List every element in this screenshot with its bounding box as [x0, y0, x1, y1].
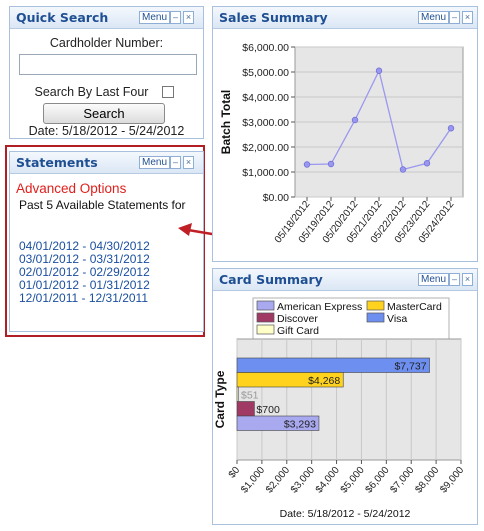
x-tick-label: $0: [227, 465, 243, 481]
card-summary-title: Card Summary: [219, 272, 323, 287]
statements-minimize-icon[interactable]: –: [170, 156, 181, 169]
legend-label: Visa: [387, 313, 407, 325]
quick-search-header: Quick Search Menu – ×: [10, 7, 203, 29]
bar: [236, 372, 344, 388]
statement-link[interactable]: 04/01/2012 - 04/30/2012: [19, 239, 150, 253]
y-tick-label: $4,000.00: [242, 92, 289, 104]
statements-menu-button[interactable]: Menu: [139, 156, 171, 169]
y-axis-label: Card Type: [213, 370, 227, 428]
quick-search-menu-button[interactable]: Menu: [139, 11, 171, 24]
legend-label: American Express: [277, 301, 362, 313]
sales-summary-title: Sales Summary: [219, 10, 328, 25]
search-by-last-four-checkbox[interactable]: [162, 86, 174, 98]
sales-summary-minimize-icon[interactable]: –: [449, 11, 460, 24]
y-tick-label: $6,000.00: [242, 42, 289, 54]
legend-swatch: [256, 324, 275, 335]
sales-summary-panel: Sales Summary Menu – × $0.00 $1,000.00 $2,…: [212, 6, 478, 262]
advanced-options-link[interactable]: Advanced Options: [16, 181, 127, 196]
statements-title: Statements: [16, 155, 98, 170]
quick-search-panel: Quick Search Menu – × Cardholder Number:…: [9, 6, 204, 139]
search-button[interactable]: Search: [43, 103, 165, 124]
card-summary-chart: American Express MasterCard Discover Visa Gi…: [213, 297, 467, 520]
plot-area: [236, 338, 462, 461]
data-point: [327, 160, 335, 168]
data-point: [303, 161, 311, 168]
data-point: [423, 160, 431, 167]
y-tick-label: $2,000.00: [242, 142, 289, 154]
y-tick-label: $0.00: [263, 192, 289, 204]
sales-summary-menu-button[interactable]: Menu: [418, 11, 450, 24]
card-summary-footer: Date: 5/18/2012 - 5/24/2012: [280, 508, 411, 520]
legend-label: Gift Card: [277, 325, 319, 337]
data-label: $51: [241, 389, 259, 401]
quick-search-date-range: Date: 5/18/2012 - 5/24/2012: [28, 124, 185, 138]
x-tick-label: $7,000: [388, 465, 416, 496]
legend-swatch: [256, 300, 275, 311]
statement-link[interactable]: 02/01/2012 - 02/29/2012: [19, 265, 150, 279]
data-point: [447, 125, 455, 132]
card-summary-header: Card Summary Menu – ×: [213, 269, 477, 291]
statements-close-icon[interactable]: ×: [183, 156, 194, 169]
sales-summary-header: Sales Summary Menu – ×: [213, 7, 477, 29]
card-summary-minimize-icon[interactable]: –: [449, 273, 460, 286]
x-tick-label: $1,000: [239, 465, 267, 496]
quick-search-title: Quick Search: [16, 10, 109, 25]
sales-summary-chart: $0.00 $1,000.00 $2,000.00 $3,000.00 $4,000.0…: [219, 42, 464, 245]
legend-label: Discover: [277, 313, 318, 325]
data-point: [375, 67, 383, 74]
x-tick-label: $4,000: [314, 465, 342, 496]
x-tick-label: $2,000: [264, 465, 292, 496]
card-summary-panel: Card Summary Menu – × American Express Ma…: [212, 268, 478, 525]
legend-swatch: [256, 312, 275, 323]
data-label: $3,293: [284, 418, 316, 430]
statements-header: Statements Menu – ×: [10, 152, 203, 174]
y-tick-label: $3,000.00: [242, 117, 289, 129]
y-tick-label: $5,000.00: [242, 67, 289, 79]
cardholder-number-label: Cardholder Number:: [49, 36, 164, 50]
bar: [236, 401, 255, 417]
statements-subtitle: Past 5 Available Statements for: [19, 198, 186, 212]
y-axis-label: Batch Total: [219, 90, 233, 154]
card-summary-close-icon[interactable]: ×: [462, 273, 473, 286]
search-by-last-four-label: Search By Last Four: [34, 85, 149, 99]
quick-search-close-icon[interactable]: ×: [183, 11, 194, 24]
quick-search-minimize-icon[interactable]: –: [170, 11, 181, 24]
legend-swatch: [366, 312, 385, 323]
bar: [236, 415, 320, 431]
data-label: $7,737: [394, 360, 426, 372]
sales-summary-close-icon[interactable]: ×: [462, 11, 473, 24]
x-tick-label: $5,000: [339, 465, 367, 496]
legend-swatch: [366, 300, 385, 311]
x-tick-label: $6,000: [364, 465, 392, 496]
cardholder-number-input[interactable]: [19, 54, 197, 75]
statements-panel: Statements Menu – × Advanced Options Pas…: [9, 151, 204, 332]
x-tick-label: $3,000: [289, 465, 317, 496]
data-label: $4,268: [308, 375, 340, 387]
x-tick-label: $8,000: [413, 465, 441, 496]
card-summary-menu-button[interactable]: Menu: [418, 273, 450, 286]
legend-box: [252, 297, 450, 340]
bar: [236, 386, 239, 402]
statement-link[interactable]: 01/01/2012 - 01/31/2012: [19, 278, 150, 292]
statement-link[interactable]: 03/01/2012 - 03/31/2012: [19, 252, 150, 266]
legend-label: MasterCard: [387, 301, 442, 313]
statements-highlight-frame: [5, 145, 205, 337]
x-tick-label: $9,000: [438, 465, 466, 496]
statement-link[interactable]: 12/01/2011 - 12/31/2011: [19, 291, 148, 305]
data-point: [351, 116, 359, 124]
y-tick-label: $1,000.00: [242, 167, 289, 179]
data-point: [399, 166, 407, 173]
data-label: $700: [256, 404, 280, 416]
